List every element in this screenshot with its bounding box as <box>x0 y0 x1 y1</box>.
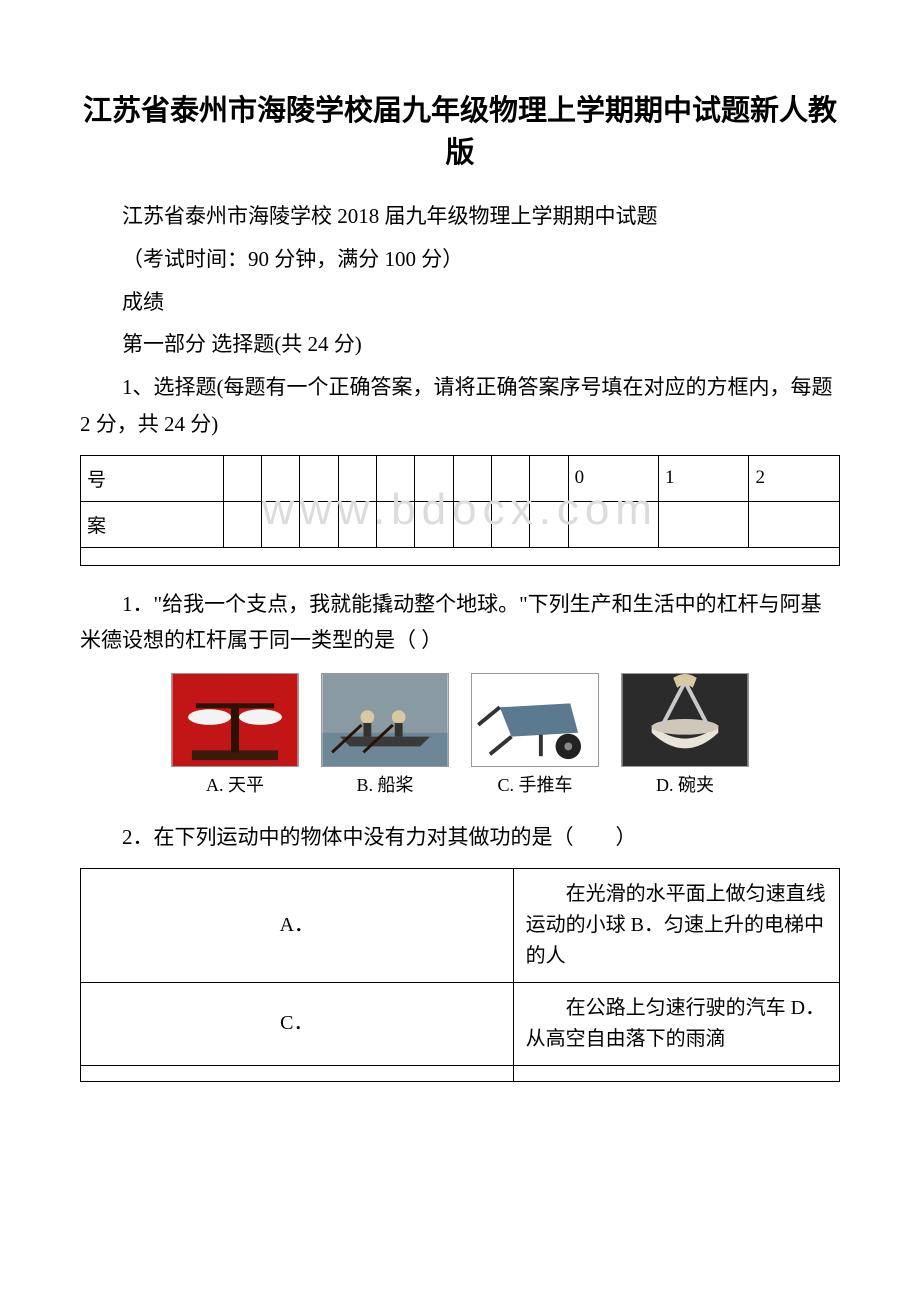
rowing-icon <box>321 673 449 767</box>
mc-instructions-text: 1、选择题(每题有一个正确答案，请将正确答案序号填在对应的方框内，每题 2 分，… <box>80 375 833 436</box>
answer-grid: 号 0 1 2 案 <box>80 455 840 566</box>
exam-info: （考试时间：90 分钟，满分 100 分） <box>80 241 840 278</box>
grid-cell <box>453 501 491 547</box>
grid-cell <box>376 501 414 547</box>
q2-c-text: 在公路上匀速行驶的汽车 D．从高空自由落下的雨滴 <box>513 982 839 1065</box>
grid-cell: 0 <box>568 455 658 501</box>
q1-option-c-label: C. 手推车 <box>497 771 572 797</box>
grid-cell <box>300 455 338 501</box>
q1-option-a: A. 天平 <box>171 673 299 797</box>
q1-option-d-label: D. 碗夹 <box>656 771 714 797</box>
q1-text: 1．"给我一个支点，我就能撬动整个地球。"下列生产和生活中的杠杆与阿基米德设想的… <box>80 586 840 660</box>
grid-cell <box>261 455 299 501</box>
grid-cell <box>338 455 376 501</box>
table-row: A． 在光滑的水平面上做匀速直线运动的小球 B．匀速上升的电梯中的人 <box>81 868 840 982</box>
subtitle: 江苏省泰州市海陵学校 2018 届九年级物理上学期期中试题 <box>80 198 840 235</box>
q1-option-a-label: A. 天平 <box>206 771 264 797</box>
grid-cell: 1 <box>659 455 749 501</box>
part1-heading: 第一部分 选择题(共 24 分) <box>80 326 840 363</box>
grid-cell <box>376 455 414 501</box>
q2-cell <box>513 1065 839 1081</box>
grid-cell <box>338 501 376 547</box>
balance-scale-icon <box>171 673 299 767</box>
grid-cell <box>81 547 840 565</box>
grid-cell <box>415 455 453 501</box>
q1-option-b: B. 船桨 <box>321 673 449 797</box>
grid-cell: 2 <box>749 455 840 501</box>
grid-row-answer: 案 <box>81 501 840 547</box>
grid-row1-label: 号 <box>81 455 224 501</box>
table-row: C． 在公路上匀速行驶的汽车 D．从高空自由落下的雨滴 <box>81 982 840 1065</box>
grid-cell <box>491 501 529 547</box>
grid-row2-label: 案 <box>81 501 224 547</box>
grid-cell <box>749 501 840 547</box>
q2-text-content: 2．在下列运动中的物体中没有力对其做功的是（ ） <box>122 825 637 849</box>
grid-cell <box>530 455 568 501</box>
grid-row-spacer <box>81 547 840 565</box>
grid-cell <box>415 501 453 547</box>
grid-cell <box>223 455 261 501</box>
grid-cell <box>300 501 338 547</box>
grid-cell <box>568 501 658 547</box>
q2-a-label: A． <box>81 868 514 982</box>
grid-cell <box>453 455 491 501</box>
grid-cell <box>261 501 299 547</box>
q1-option-b-label: B. 船桨 <box>356 771 413 797</box>
q2-a-text: 在光滑的水平面上做匀速直线运动的小球 B．匀速上升的电梯中的人 <box>513 868 839 982</box>
grid-row-number: 号 0 1 2 <box>81 455 840 501</box>
q2-cell <box>81 1065 514 1081</box>
q2-c-label: C． <box>81 982 514 1065</box>
table-row-spacer <box>81 1065 840 1081</box>
bowl-tongs-icon <box>621 673 749 767</box>
q1-options: A. 天平 B. 船桨 <box>80 673 840 797</box>
grid-cell <box>223 501 261 547</box>
grid-cell <box>530 501 568 547</box>
q2-table: A． 在光滑的水平面上做匀速直线运动的小球 B．匀速上升的电梯中的人 C． 在公… <box>80 868 840 1082</box>
page-title: 江苏省泰州市海陵学校届九年级物理上学期期中试题新人教版 <box>80 90 840 174</box>
score-label: 成绩 <box>80 284 840 321</box>
q1-text-content: 1．"给我一个支点，我就能撬动整个地球。"下列生产和生活中的杠杆与阿基米德设想的… <box>80 592 822 653</box>
mc-instructions: 1、选择题(每题有一个正确答案，请将正确答案序号填在对应的方框内，每题 2 分，… <box>80 369 840 443</box>
q1-option-c: C. 手推车 <box>471 673 599 797</box>
grid-cell <box>491 455 529 501</box>
wheelbarrow-icon <box>471 673 599 767</box>
q2-text: 2．在下列运动中的物体中没有力对其做功的是（ ） <box>80 819 840 856</box>
grid-cell <box>659 501 749 547</box>
q1-option-d: D. 碗夹 <box>621 673 749 797</box>
